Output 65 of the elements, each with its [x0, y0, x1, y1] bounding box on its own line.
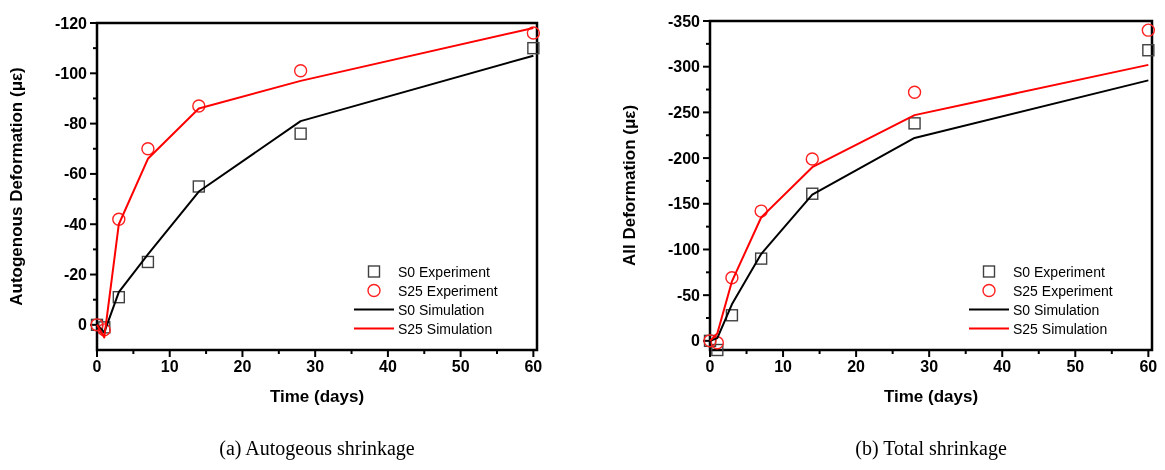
y-axis-title: Autogenous Deformation (με) — [7, 67, 26, 306]
point — [754, 204, 768, 218]
point — [112, 212, 126, 226]
point — [294, 127, 307, 140]
point — [192, 180, 206, 193]
legend-label: S0 Simulation — [398, 301, 485, 318]
x-tick-label: 40 — [379, 358, 397, 375]
y-tick-label: -100 — [667, 240, 701, 258]
point — [141, 142, 155, 156]
point — [112, 290, 126, 304]
x-tick-label: 0 — [705, 358, 715, 375]
y-tick-label: -60 — [63, 165, 88, 183]
x-tick-label: 50 — [451, 358, 470, 375]
x-tick-label: 60 — [524, 358, 543, 375]
x-tick-label: 50 — [1066, 358, 1085, 375]
point — [907, 85, 922, 99]
point — [725, 271, 739, 285]
legend-label: S25 Experiment — [1013, 282, 1113, 299]
x-tick-label: 0 — [92, 358, 102, 375]
y-tick-label: -20 — [63, 266, 88, 284]
y-tick-label: -150 — [667, 195, 701, 213]
legend-label: S0 Experiment — [398, 263, 490, 280]
y-tick-label: -200 — [667, 149, 701, 167]
point — [526, 26, 541, 40]
point — [725, 309, 739, 322]
legend-label: S25 Simulation — [398, 320, 493, 337]
x-tick-label: 20 — [233, 358, 252, 375]
y-tick-label: -120 — [54, 14, 88, 32]
y-tick-label: 0 — [78, 316, 88, 334]
y-axis-title: All Deformation (με) — [620, 104, 639, 267]
legend-label: S0 Simulation — [1013, 301, 1100, 318]
y-tick-label: 0 — [691, 332, 701, 350]
point — [754, 252, 768, 265]
x-axis-title: Time (days) — [269, 387, 365, 406]
point — [293, 64, 308, 78]
text: (a) Autogeous shrinkage — [219, 437, 415, 460]
x-tick-label: 10 — [774, 358, 793, 375]
y-tick-label: -300 — [667, 58, 701, 76]
x-axis-title: Time (days) — [883, 387, 979, 406]
point — [141, 255, 155, 269]
point — [908, 117, 921, 130]
x-tick-label: 20 — [847, 358, 866, 375]
text: (b) Total shrinkage — [855, 437, 1007, 460]
x-tick-label: 60 — [1139, 358, 1158, 375]
legend-label: S25 Experiment — [398, 282, 498, 299]
point — [527, 41, 540, 55]
point — [192, 99, 206, 113]
y-tick-label: -50 — [676, 286, 701, 304]
point — [806, 187, 819, 200]
point — [1142, 44, 1155, 57]
x-tick-label: 10 — [160, 358, 179, 375]
x-tick-label: 40 — [993, 358, 1012, 375]
x-tick-label: 30 — [920, 358, 939, 375]
x-tick-label: 30 — [306, 358, 325, 375]
legend-label: S0 Experiment — [1013, 263, 1105, 280]
point — [1141, 23, 1156, 37]
y-tick-label: -40 — [63, 215, 88, 233]
y-tick-label: -100 — [54, 64, 88, 82]
point — [805, 152, 819, 166]
point — [710, 335, 725, 350]
legend-label: S25 Simulation — [1013, 320, 1108, 337]
y-tick-label: -350 — [667, 12, 701, 30]
y-tick-label: -80 — [63, 115, 88, 133]
y-tick-label: -250 — [667, 103, 701, 121]
point — [711, 343, 724, 357]
